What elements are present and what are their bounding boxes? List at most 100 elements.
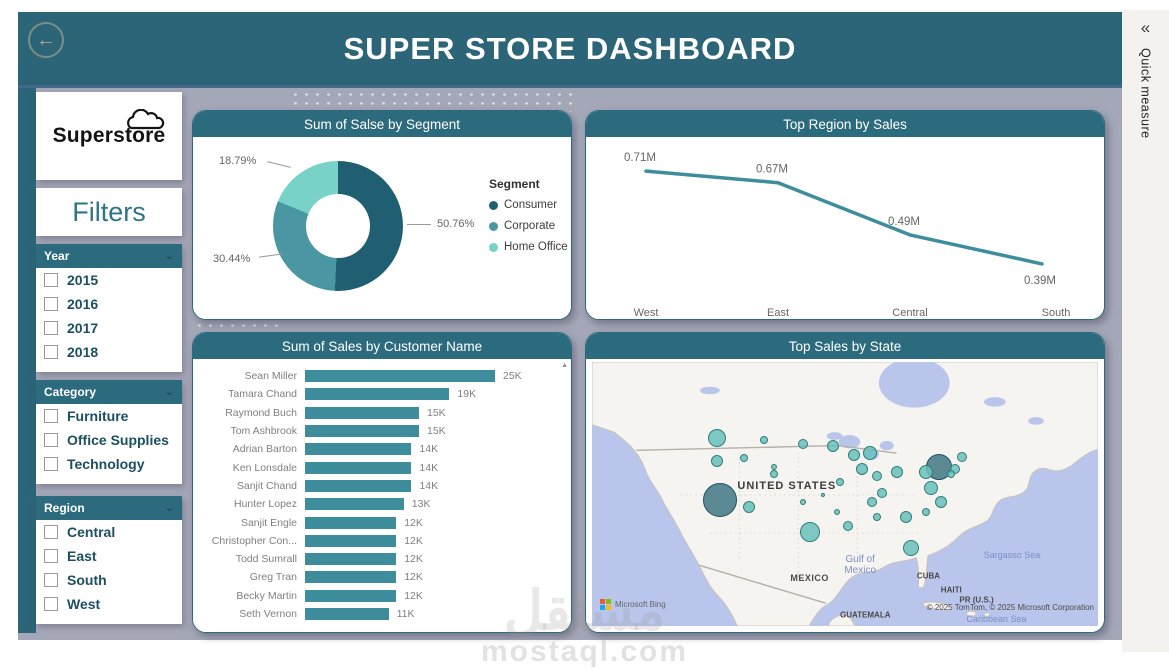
state-sales-bubble[interactable] [848,449,860,461]
filter-header-label: Category [44,385,96,399]
filter-option-west[interactable]: West [36,592,182,616]
filter-header-year[interactable]: Year⌄ [36,244,182,268]
legend-item-home-office[interactable]: Home Office [489,241,568,253]
bar[interactable] [305,370,495,382]
state-sales-bubble[interactable] [903,540,919,556]
filter-header-category[interactable]: Category⌄ [36,380,182,404]
checkbox[interactable] [44,597,58,611]
map-title: Top Sales by State [586,333,1104,359]
checkbox[interactable] [44,549,58,563]
bar[interactable] [305,553,396,565]
filter-option-2018[interactable]: 2018 [36,340,182,364]
state-sales-bubble[interactable] [771,464,777,470]
state-sales-bubble[interactable] [873,513,881,521]
state-sales-bubble[interactable] [800,499,806,505]
checkbox[interactable] [44,433,58,447]
state-sales-bubble[interactable] [800,522,820,542]
state-sales-bubble[interactable] [843,521,853,531]
scroll-up-icon[interactable]: ▲ [561,362,568,369]
state-sales-bubble[interactable] [703,483,737,517]
filter-option-technology[interactable]: Technology [36,452,182,476]
checkbox[interactable] [44,525,58,539]
state-sales-bubble[interactable] [872,471,882,481]
bar[interactable] [305,480,411,492]
state-sales-bubble[interactable] [708,429,726,447]
checkbox[interactable] [44,573,58,587]
filter-option-south[interactable]: South [36,568,182,592]
bar[interactable] [305,443,411,455]
map-label-caribbean: Caribbean Sea [966,614,1026,624]
state-sales-bubble[interactable] [891,466,903,478]
state-sales-bubble[interactable] [798,439,808,449]
filter-option-2015[interactable]: 2015 [36,268,182,292]
state-sales-bubble[interactable] [770,470,778,478]
checkbox[interactable] [44,297,58,311]
bar[interactable] [305,590,396,602]
legend-item-corporate[interactable]: Corporate [489,220,568,232]
state-sales-bubble[interactable] [834,509,840,515]
back-button[interactable]: ← [28,22,64,58]
state-sales-bubble[interactable] [867,497,877,507]
filter-option-furniture[interactable]: Furniture [36,404,182,428]
state-sales-bubble[interactable] [900,511,912,523]
bar[interactable] [305,517,396,529]
bar[interactable] [305,425,419,437]
bar[interactable] [305,462,411,474]
state-sales-bubble[interactable] [877,488,887,498]
state-sales-bubble[interactable] [821,493,825,497]
bar[interactable] [305,498,404,510]
state-sales-bubble[interactable] [935,496,947,508]
state-sales-bubble[interactable] [919,465,933,479]
state-sales-bubble[interactable] [760,436,768,444]
state-sales-bubble[interactable] [924,481,938,495]
filter-header-region[interactable]: Region⌄ [36,496,182,520]
bar-category-label: Hunter Lopez [193,498,305,510]
legend-item-consumer[interactable]: Consumer [489,199,568,211]
state-sales-bubble[interactable] [740,454,748,462]
collapse-panel-icon[interactable]: « [1122,18,1169,38]
bar[interactable] [305,571,396,583]
bar[interactable] [305,608,389,620]
state-sales-bubble[interactable] [957,452,967,462]
filter-option-east[interactable]: East [36,544,182,568]
bing-map[interactable]: UNITED STATES MEXICO CUBA HAITI PR (U.S.… [592,362,1098,626]
state-sales-bubble[interactable] [743,501,755,513]
filter-option-label: West [67,596,100,612]
checkbox[interactable] [44,457,58,471]
checkbox[interactable] [44,409,58,423]
state-sales-bubble[interactable] [947,470,955,478]
checkbox[interactable] [44,321,58,335]
state-sales-bubble[interactable] [863,446,877,460]
x-axis-label-west: West [606,307,686,319]
checkbox[interactable] [44,345,58,359]
state-sales-bubble[interactable] [711,455,723,467]
filter-option-central[interactable]: Central [36,520,182,544]
bar-row[interactable]: Christopher Con...12K [193,532,571,550]
filter-option-2017[interactable]: 2017 [36,316,182,340]
state-sales-bubble[interactable] [836,478,844,486]
state-sales-bubble[interactable] [922,508,930,516]
filter-option-office-supplies[interactable]: Office Supplies [36,428,182,452]
state-sales-bubble[interactable] [856,463,868,475]
bar[interactable] [305,388,449,400]
state-sales-bubble[interactable] [827,440,839,452]
bar[interactable] [305,407,419,419]
filter-option-2016[interactable]: 2016 [36,292,182,316]
legend-dot-icon [489,243,498,252]
checkbox[interactable] [44,273,58,287]
bar[interactable] [305,535,396,547]
